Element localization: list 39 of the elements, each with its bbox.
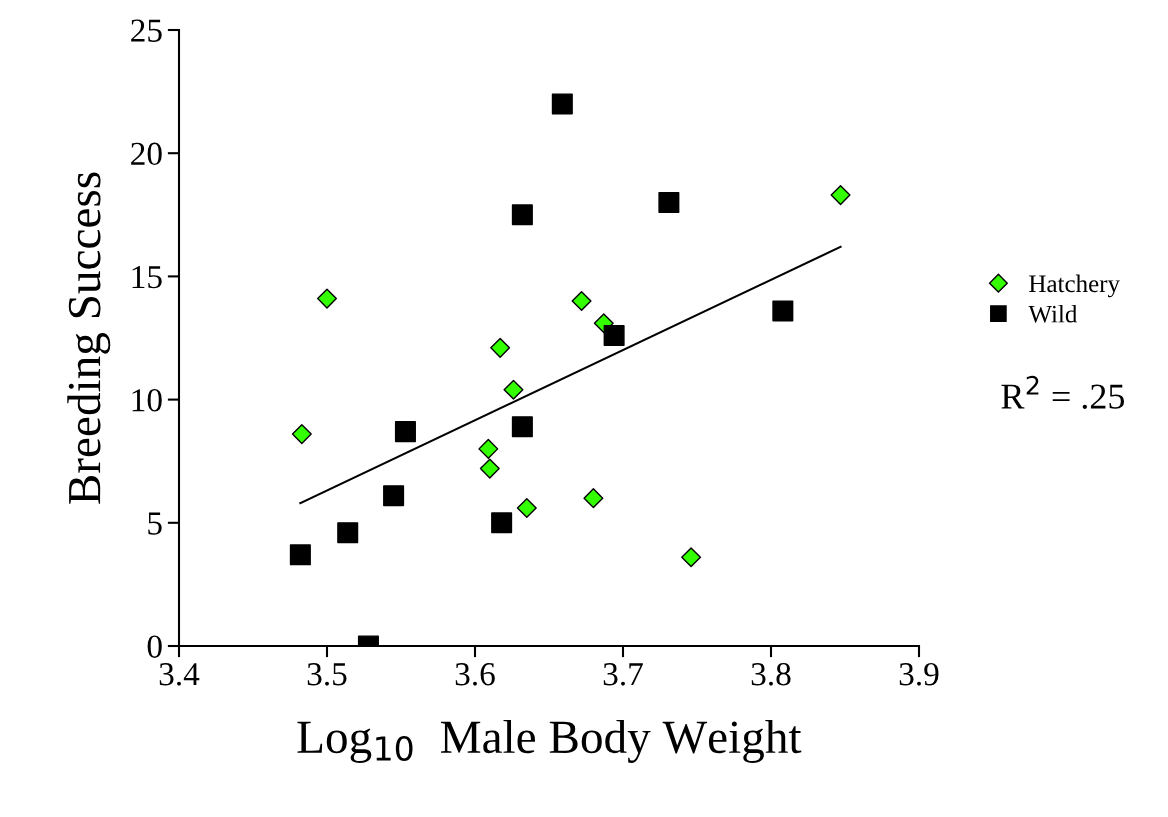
text: R$^{2}$ = .25 <box>1001 375 1125 409</box>
x-tick-label: 3.8 <box>751 662 791 686</box>
x-tick-label: 3.5 <box>307 663 347 686</box>
y-tick-label: 0 <box>147 635 162 658</box>
x-tick-label: 3.9 <box>899 663 939 686</box>
point <box>658 191 680 213</box>
point <box>603 325 625 347</box>
point <box>583 488 604 509</box>
point <box>503 379 524 400</box>
point <box>511 416 533 438</box>
x-axis-title: Log$_{10}$ Male Body Weight <box>297 719 802 763</box>
legend-label: Hatchery <box>1029 274 1120 298</box>
point <box>516 498 537 519</box>
point <box>491 512 513 534</box>
y-tick-label: 25 <box>131 19 162 42</box>
point <box>316 288 338 309</box>
x-tick-label: 3.4 <box>159 663 200 686</box>
point <box>478 438 499 459</box>
point <box>490 337 511 358</box>
legend-label: Wild <box>1028 304 1078 323</box>
y-tick-label: 15 <box>132 265 162 289</box>
x-tick-label: 3.7 <box>603 663 643 686</box>
y-tick-label: 20 <box>131 142 162 166</box>
point <box>551 93 573 115</box>
point <box>291 424 312 445</box>
point <box>511 204 533 226</box>
point <box>830 185 851 206</box>
y-axis-title: Breeding Success <box>67 172 111 504</box>
point <box>571 291 592 312</box>
point <box>681 547 702 568</box>
point <box>479 458 500 479</box>
point <box>289 544 311 566</box>
x-tick-label: 3.6 <box>455 663 495 686</box>
point <box>394 421 416 443</box>
point <box>383 485 405 507</box>
y-tick-label: 10 <box>132 389 162 412</box>
point <box>772 300 794 322</box>
point <box>337 522 359 544</box>
y-tick-label: 5 <box>148 512 162 535</box>
